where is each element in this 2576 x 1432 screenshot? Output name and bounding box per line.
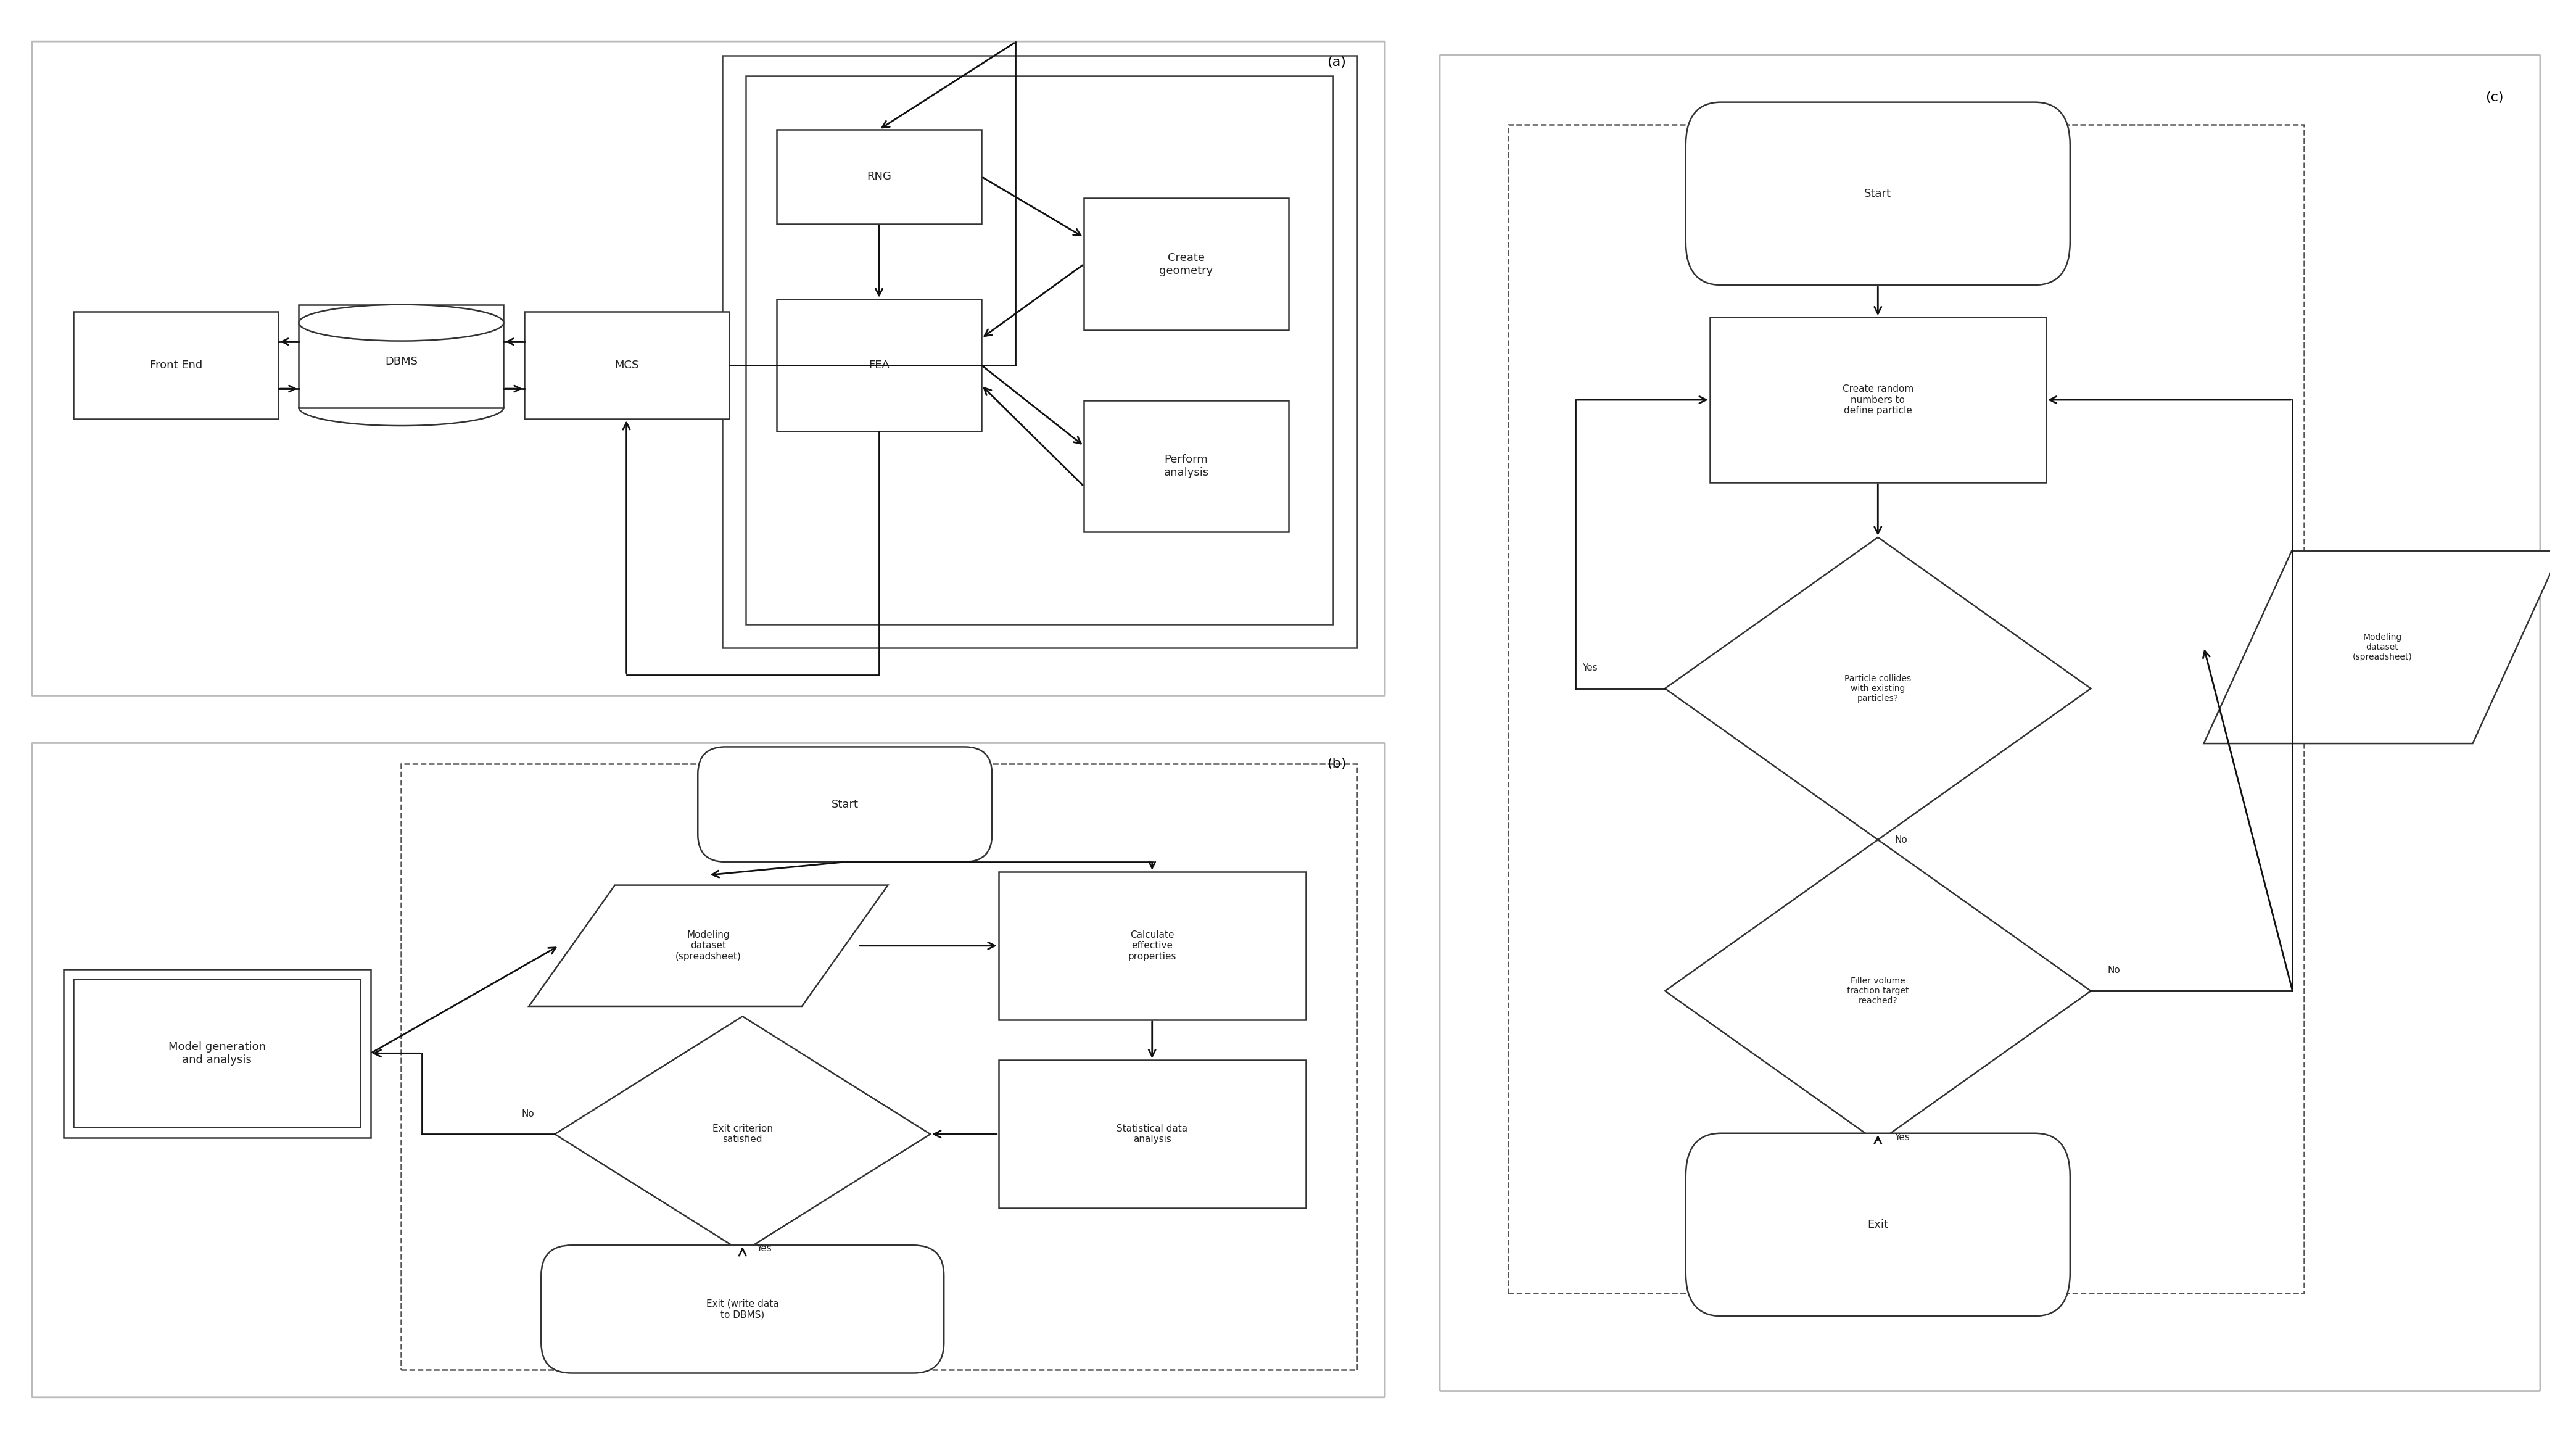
Text: Yes: Yes [757, 1244, 770, 1253]
Bar [721, 56, 1358, 647]
Text: Yes: Yes [1896, 1133, 1909, 1143]
Bar [299, 305, 502, 408]
Text: Perform
analysis: Perform analysis [1164, 454, 1208, 478]
Bar [999, 872, 1306, 1020]
FancyBboxPatch shape [541, 1246, 943, 1373]
Bar [775, 299, 981, 431]
Bar [64, 969, 371, 1137]
Text: (c): (c) [2486, 92, 2504, 103]
Bar [523, 311, 729, 420]
Text: No: No [520, 1110, 533, 1118]
Bar [75, 311, 278, 420]
FancyBboxPatch shape [31, 42, 1386, 696]
Ellipse shape [299, 305, 502, 341]
Text: Start: Start [832, 799, 858, 811]
Text: DBMS: DBMS [384, 357, 417, 367]
FancyBboxPatch shape [1440, 54, 2540, 1390]
Text: Create
geometry: Create geometry [1159, 252, 1213, 276]
Text: (a): (a) [1327, 56, 1345, 69]
Text: Model generation
and analysis: Model generation and analysis [167, 1041, 265, 1065]
FancyBboxPatch shape [1685, 102, 2071, 285]
Text: No: No [2107, 965, 2120, 975]
Polygon shape [2202, 551, 2561, 743]
Text: Front End: Front End [149, 359, 204, 371]
Text: Modeling
dataset
(spreadsheet): Modeling dataset (spreadsheet) [675, 931, 742, 961]
Bar [999, 1060, 1306, 1209]
Text: MCS: MCS [613, 359, 639, 371]
Text: Exit (write data
to DBMS): Exit (write data to DBMS) [706, 1299, 778, 1319]
FancyBboxPatch shape [31, 743, 1386, 1398]
Bar [775, 130, 981, 223]
Text: RNG: RNG [866, 172, 891, 182]
Text: FEA: FEA [868, 359, 889, 371]
Bar [747, 76, 1332, 624]
Text: Yes: Yes [1582, 663, 1597, 673]
Polygon shape [528, 885, 889, 1007]
Text: Particle collides
with existing
particles?: Particle collides with existing particle… [1844, 674, 1911, 703]
FancyBboxPatch shape [698, 748, 992, 862]
Polygon shape [1664, 839, 2092, 1143]
Text: No: No [1896, 835, 1906, 845]
Text: Filler volume
fraction target
reached?: Filler volume fraction target reached? [1847, 977, 1909, 1005]
Text: Statistical data
analysis: Statistical data analysis [1115, 1124, 1188, 1144]
FancyBboxPatch shape [1685, 1133, 2071, 1316]
Text: Start: Start [1865, 188, 1891, 199]
Polygon shape [1664, 537, 2092, 839]
Text: Create random
numbers to
define particle: Create random numbers to define particle [1842, 384, 1914, 415]
Polygon shape [554, 1017, 930, 1252]
Bar [1710, 318, 2045, 483]
Bar [1084, 400, 1288, 533]
Text: Modeling
dataset
(spreadsheet): Modeling dataset (spreadsheet) [2352, 633, 2411, 662]
Bar [402, 765, 1358, 1369]
Text: (b): (b) [1327, 758, 1347, 770]
Text: Exit criterion
satisfied: Exit criterion satisfied [714, 1124, 773, 1144]
Bar [1507, 125, 2303, 1293]
Bar [75, 979, 361, 1127]
Text: Calculate
effective
properties: Calculate effective properties [1128, 931, 1177, 961]
Bar [1084, 198, 1288, 331]
Text: Exit: Exit [1868, 1219, 1888, 1230]
